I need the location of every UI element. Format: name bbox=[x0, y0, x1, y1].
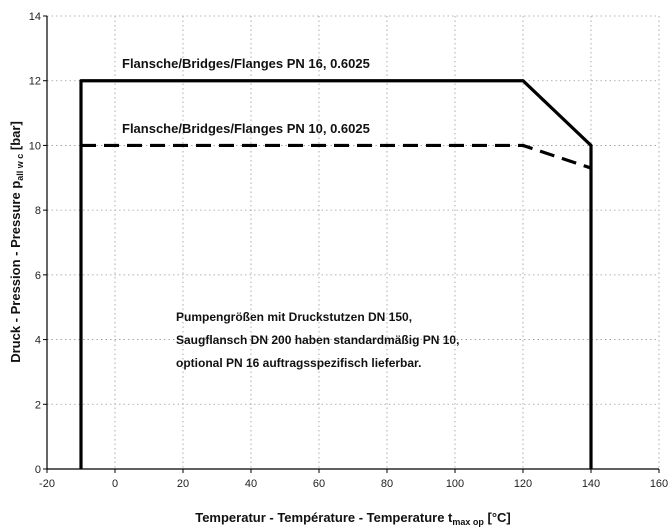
y-tick-label: 8 bbox=[35, 205, 41, 217]
x-axis-label-sub: max op bbox=[452, 517, 484, 527]
x-tick-label: 0 bbox=[112, 478, 118, 490]
x-tick-label: 140 bbox=[582, 478, 600, 490]
series-lines bbox=[79, 79, 593, 469]
y-tick-label: 14 bbox=[29, 11, 41, 23]
annotation-line-2: Saugflansch DN 200 haben standardmäßig P… bbox=[176, 333, 459, 347]
x-tick-label: 80 bbox=[381, 478, 393, 490]
annotation-line-1: Pumpengrößen mit Druckstutzen DN 150, bbox=[176, 310, 412, 324]
x-axis-label-main: Temperatur - Température - Temperature t bbox=[195, 510, 453, 525]
x-tick-label: 20 bbox=[177, 478, 189, 490]
series-label-pn16: Flansche/Bridges/Flanges PN 16, 0.6025 bbox=[122, 56, 370, 71]
series-line-pn16 bbox=[79, 79, 593, 469]
x-tick-label: 40 bbox=[245, 478, 257, 490]
axes bbox=[43, 15, 660, 473]
y-tick-label: 2 bbox=[35, 399, 41, 411]
y-tick-label: 10 bbox=[29, 140, 41, 152]
series-line-pn10 bbox=[81, 143, 592, 170]
series-label-pn10: Flansche/Bridges/Flanges PN 10, 0.6025 bbox=[122, 121, 370, 136]
x-tick-label: -20 bbox=[39, 478, 55, 490]
y-tick-label: 6 bbox=[35, 270, 41, 282]
y-tick-label: 4 bbox=[35, 335, 41, 347]
x-tick-label: 100 bbox=[446, 478, 464, 490]
x-axis-label: Temperatur - Température - Temperature t… bbox=[195, 510, 511, 527]
y-axis-label: Druck - Pression - Pressure pall w c [ba… bbox=[8, 121, 25, 363]
y-tick-label: 12 bbox=[29, 76, 41, 88]
x-tick-label: 120 bbox=[514, 478, 532, 490]
plot-background bbox=[47, 16, 659, 469]
y-axis-label-unit: [bar] bbox=[8, 121, 23, 154]
x-tick-label: 60 bbox=[313, 478, 325, 490]
x-tick-label: 160 bbox=[650, 478, 668, 490]
y-axis-label-main: Druck - Pression - Pressure p bbox=[8, 181, 23, 363]
y-tick-label: 0 bbox=[35, 464, 41, 476]
y-axis-label-sub: all w c bbox=[15, 154, 25, 181]
x-axis-label-unit: [°C] bbox=[484, 510, 511, 525]
annotation-line-3: optional PN 16 auftragsspezifisch liefer… bbox=[176, 356, 421, 370]
grid-lines bbox=[46, 15, 660, 470]
tick-labels: -20 0 20 40 60 80 100 120 140 160 0 2 4 6 8 10 12 14 bbox=[29, 11, 668, 490]
